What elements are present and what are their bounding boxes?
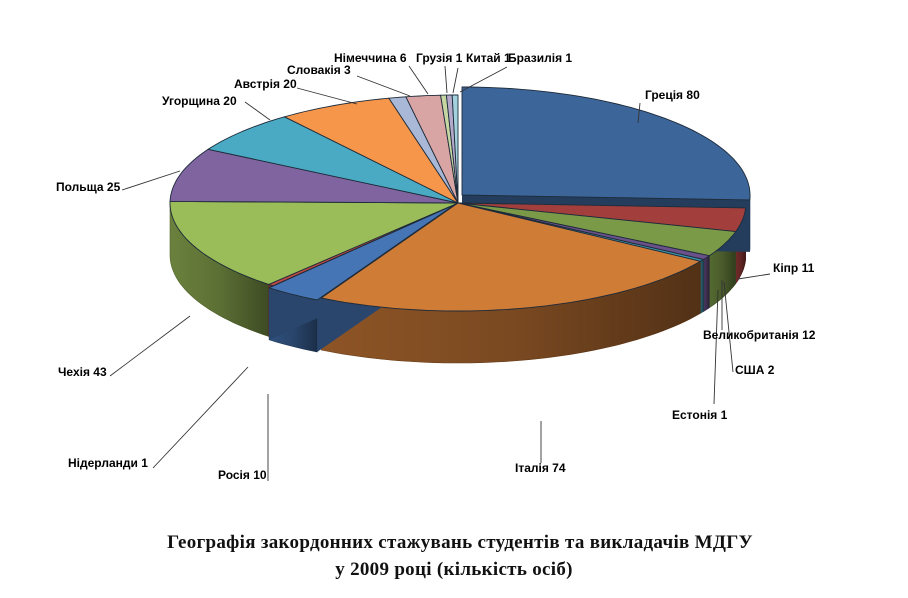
pie-slice-side-shade-5 <box>321 261 701 363</box>
pie-slice-Великобританія <box>457 202 737 257</box>
leader-line-Австрія <box>296 87 358 105</box>
pie-slice-Чехія <box>169 200 459 285</box>
leader-line-Польща <box>121 170 181 191</box>
data-label-Польща: Польща 25 <box>56 180 121 194</box>
data-label-Китай: Китай 1 <box>466 51 511 65</box>
data-label-Грузія: Грузія 1 <box>416 51 463 65</box>
leader-line-США <box>723 281 734 373</box>
pie-slice-Греція <box>461 86 751 201</box>
leader-line-Кіпр <box>737 273 771 280</box>
pie-slice-Австрія <box>284 97 459 204</box>
data-label-Нідерланди: Нідерланди 1 <box>68 456 148 470</box>
leader-line-Естонія <box>713 289 719 405</box>
leader-line-Угорщина <box>244 101 271 121</box>
leader-line-Чехія <box>109 315 191 377</box>
pie-slice-Бразилія <box>451 94 459 204</box>
leader-line-Словакія <box>356 75 411 97</box>
chart-subtitle: у 2009 році (кількість осіб) <box>335 559 573 580</box>
pie-slice-Росія <box>268 204 455 301</box>
data-label-Італія: Італія 74 <box>515 461 566 475</box>
pie-slice-Італія <box>320 202 701 312</box>
leader-line-Греція <box>637 102 641 124</box>
leader-line-Китай <box>452 67 459 94</box>
data-label-Великобританія: Великобританія 12 <box>703 328 816 342</box>
leader-line-Грузія <box>444 65 448 94</box>
data-label-Кіпр: Кіпр 11 <box>773 261 815 275</box>
leader-line-Нідерланди <box>152 366 249 469</box>
chart-title: Географія закордонних стажувань студенті… <box>167 532 753 553</box>
leader-line-Німеччина <box>408 65 429 95</box>
data-label-США: США 2 <box>735 363 775 377</box>
pie-slice-Угорщина <box>207 116 459 204</box>
data-label-Греція: Греція 80 <box>645 88 700 102</box>
data-label-Німеччина: Німеччина 6 <box>334 51 407 65</box>
data-label-Чехія: Чехія 43 <box>58 365 107 379</box>
data-label-Бразилія: Бразилія 1 <box>508 51 572 65</box>
data-label-Австрія: Австрія 20 <box>234 77 297 91</box>
data-label-Росія: Росія 10 <box>218 468 267 482</box>
data-label-Словакія: Словакія 3 <box>287 63 351 77</box>
pie-slice-side-shade-8 <box>170 203 269 337</box>
pie-slice-side-shade-3 <box>703 255 710 312</box>
pie-slice-Німеччина <box>405 94 459 204</box>
leader-line-Бразилія <box>459 66 508 93</box>
data-label-Угорщина: Угорщина 20 <box>162 94 237 108</box>
pie-slice-Польща <box>169 148 459 204</box>
pie-slice-side-shade-4 <box>700 259 704 314</box>
data-label-Естонія: Естонія 1 <box>672 408 728 422</box>
